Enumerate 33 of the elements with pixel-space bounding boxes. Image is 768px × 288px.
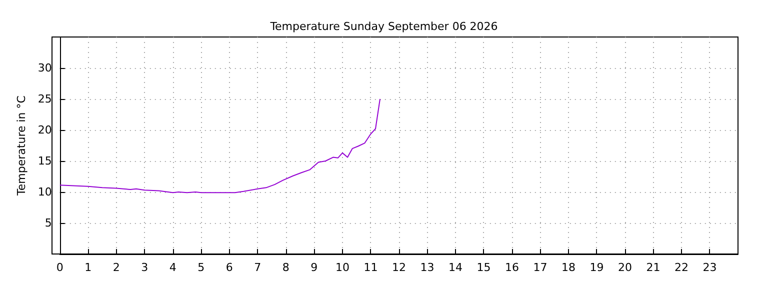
x-tick-label: 23 [702, 261, 717, 274]
x-tick-label: 15 [476, 261, 491, 274]
x-tick-label: 18 [561, 261, 576, 274]
y-axis-title: Temperature in °C [15, 95, 28, 196]
x-tick-label: 22 [674, 261, 688, 274]
x-tick-label: 12 [392, 261, 406, 274]
x-tick-label: 1 [84, 261, 92, 274]
y-tick-label: 30 [38, 62, 52, 74]
x-tick-label: 5 [198, 261, 205, 274]
x-tick-label: 3 [141, 261, 148, 274]
x-tick-label: 13 [420, 261, 434, 274]
x-tick-label: 9 [310, 261, 318, 274]
chart-title: Temperature Sunday September 06 2026 [269, 20, 498, 33]
x-tick-label: 21 [646, 261, 660, 274]
y-tick-label: 5 [44, 216, 52, 230]
y-tick-label: 20 [38, 124, 52, 136]
x-tick-label: 20 [618, 261, 632, 274]
y-tick-label: 25 [38, 92, 52, 106]
x-tick-label: 11 [364, 261, 378, 274]
x-tick-label: 10 [335, 261, 350, 274]
x-tick-label: 2 [112, 261, 120, 274]
y-tick-label: 10 [38, 186, 52, 198]
x-tick-label: 6 [226, 261, 233, 274]
x-tick-label: 4 [169, 261, 176, 274]
x-tick-label: 8 [282, 261, 290, 274]
x-tick-label: 17 [533, 261, 548, 274]
y-tick-label: 15 [38, 154, 52, 168]
line-series [59, 98, 381, 194]
x-tick-label: 0 [56, 261, 64, 274]
x-tick-label: 19 [590, 261, 604, 274]
x-tick-label: 16 [504, 261, 519, 274]
x-tick-label: 7 [254, 261, 262, 274]
x-tick-label: 14 [448, 261, 462, 274]
